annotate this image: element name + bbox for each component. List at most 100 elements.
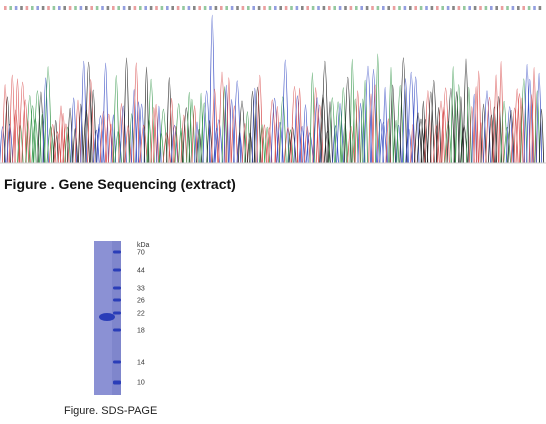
base-call-mark	[144, 6, 147, 10]
trace-peak	[420, 100, 426, 164]
trace-peak	[57, 105, 64, 164]
base-call-mark	[268, 6, 272, 10]
trace-peak	[334, 101, 343, 164]
trace-peak	[281, 59, 290, 164]
trace-peak	[102, 62, 109, 164]
trace-peak	[213, 127, 220, 164]
base-call-mark	[500, 6, 504, 10]
trace-peak	[426, 91, 435, 164]
base-call-mark	[295, 6, 299, 10]
trace-peak	[473, 86, 479, 164]
base-call-mark	[365, 6, 369, 10]
trace-peak	[410, 124, 416, 164]
trace-peak	[266, 127, 273, 164]
trace-peak	[168, 97, 175, 164]
base-call-mark	[25, 6, 29, 10]
trace-peak	[89, 89, 97, 164]
trace-peak	[233, 80, 242, 164]
trace-peak	[221, 86, 228, 164]
base-call-mark	[85, 6, 88, 10]
trace-peak	[441, 87, 450, 164]
base-call-mark	[74, 6, 77, 10]
trace-peak	[9, 74, 16, 164]
trace-peak	[37, 91, 45, 164]
base-call-mark	[133, 6, 137, 10]
base-call-mark	[311, 6, 315, 10]
trace-peak	[241, 122, 249, 164]
base-call-mark	[241, 6, 245, 10]
kda-unit-label: kDa	[137, 242, 150, 249]
marker-label-18: 18	[137, 328, 145, 335]
sequencing-figure-caption: Figure . Gene Sequencing (extract)	[4, 176, 236, 192]
trace-peak	[118, 103, 125, 164]
trace-peak	[166, 77, 173, 164]
trace-peak	[6, 123, 14, 164]
trace-peak	[143, 66, 150, 164]
trace-peak	[264, 126, 271, 164]
trace-peak	[119, 105, 127, 164]
marker-label-70: 70	[137, 250, 145, 257]
base-call-mark	[139, 6, 142, 10]
trace-peak	[396, 85, 405, 164]
trace-peak	[478, 122, 484, 164]
trace-peak	[336, 103, 344, 164]
trace-peak	[375, 53, 381, 164]
trace-peak	[455, 84, 463, 164]
base-call-mark	[430, 6, 434, 10]
base-call-mark	[79, 6, 83, 10]
base-call-mark	[473, 6, 477, 10]
base-call-mark	[166, 6, 169, 10]
trace-peak	[414, 112, 423, 164]
protein-band	[99, 313, 115, 321]
marker-label-33: 33	[137, 286, 145, 293]
trace-peak	[389, 84, 396, 164]
trace-peak	[44, 66, 53, 164]
trace-peak	[495, 96, 503, 164]
trace-peak	[296, 87, 303, 164]
trace-peak	[377, 118, 384, 164]
trace-peak	[385, 118, 392, 164]
trace-peak	[370, 68, 377, 164]
base-call-mark	[187, 6, 191, 10]
trace-peak	[458, 96, 464, 164]
trace-peak	[526, 78, 534, 164]
base-call-mark	[90, 6, 93, 10]
marker-band-44	[113, 268, 121, 272]
base-call-mark	[214, 6, 218, 10]
trace-peak	[430, 79, 438, 164]
marker-band-70	[113, 250, 121, 254]
base-call-mark	[371, 6, 374, 10]
trace-peak	[446, 88, 455, 164]
trace-peak	[230, 105, 238, 164]
base-call-mark	[468, 6, 471, 10]
trace-peak	[249, 90, 256, 164]
base-call-mark	[252, 6, 255, 10]
trace-peak	[302, 104, 309, 164]
trace-peak	[138, 103, 146, 164]
trace-peak	[194, 121, 200, 164]
sequencing-chromatogram	[0, 6, 546, 164]
trace-peak	[320, 60, 329, 164]
trace-peak	[475, 70, 482, 164]
trace-peak	[170, 124, 179, 164]
trace-peak	[357, 102, 364, 164]
trace-peak	[1, 84, 9, 164]
trace-peak	[108, 123, 114, 164]
marker-band-33	[113, 286, 121, 290]
base-call-mark	[409, 6, 412, 10]
base-call-mark	[198, 6, 201, 10]
trace-peak	[360, 98, 366, 164]
trace-peak	[462, 58, 470, 164]
base-call-mark	[106, 6, 110, 10]
base-call-mark	[527, 6, 531, 10]
base-call-mark	[112, 6, 115, 10]
trace-peak	[392, 119, 400, 164]
trace-peak	[4, 96, 11, 164]
trace-peak	[507, 109, 515, 164]
marker-labels: 70 44 33 26 22 18 14 10	[137, 250, 145, 387]
trace-peak	[480, 103, 487, 164]
marker-label-14: 14	[137, 360, 145, 367]
base-call-mark	[236, 6, 239, 10]
base-call-mark	[322, 6, 326, 10]
trace-peak	[253, 86, 262, 164]
